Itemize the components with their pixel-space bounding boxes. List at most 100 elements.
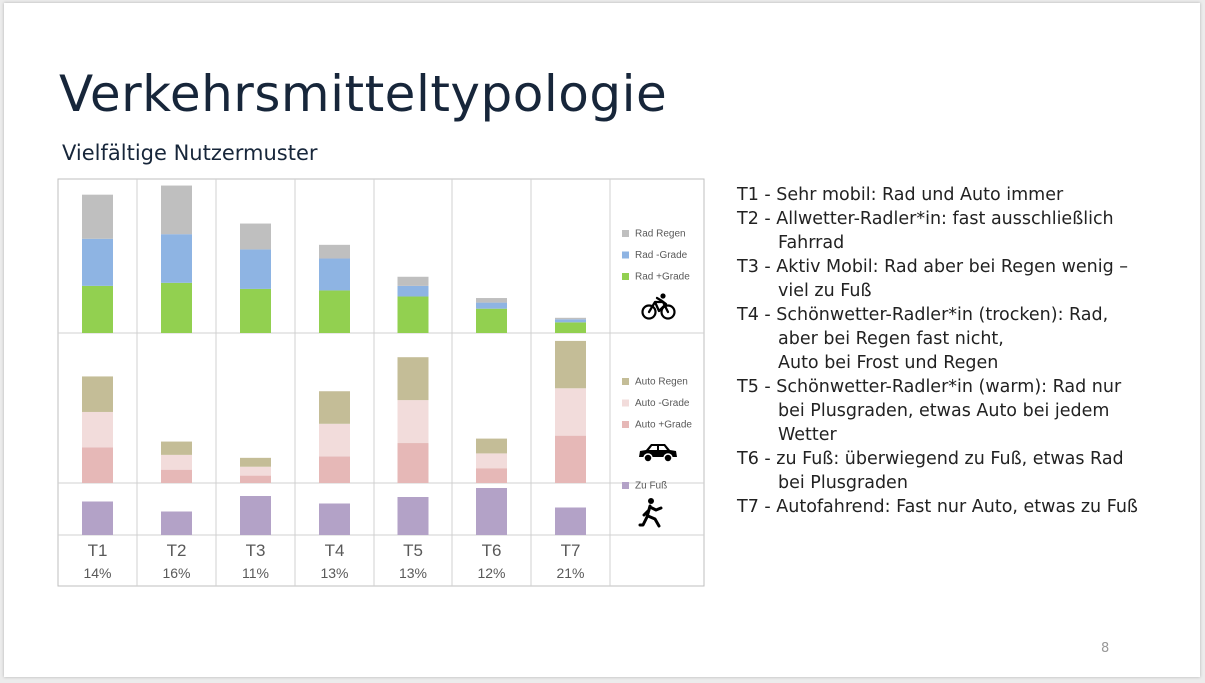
bar-T1-Auto-Grade (82, 411, 113, 448)
type-description-line: T7 - Autofahrend: Fast nur Auto, etwas z… (737, 497, 1138, 517)
type-description-3: T3 - Aktiv Mobil: Rad aber bei Regen wen… (737, 255, 1197, 303)
chart-grid (57, 178, 705, 587)
type-description-6: T6 - zu Fuß: überwiegend zu Fuß, etwas R… (737, 447, 1197, 495)
bar-T7-Rad-Regen (555, 317, 586, 320)
category-label: T1 (88, 541, 108, 560)
bar-T6-Rad-Regen (476, 298, 507, 303)
category-label: T7 (561, 541, 581, 560)
bar-T2-Auto-Grade (161, 469, 192, 483)
type-description-line: bei Plusgraden, etwas Auto bei jedem (778, 401, 1110, 421)
walking-icon (638, 498, 663, 528)
legend-label: Auto +Grade (635, 420, 692, 431)
chart-icons (638, 293, 677, 528)
category-share: 12% (477, 565, 505, 581)
bar-T3-Auto-Grade (240, 475, 271, 483)
legend-label: Auto -Grade (635, 398, 690, 409)
type-description-2: T2 - Allwetter-Radler*in: fast ausschlie… (737, 207, 1197, 255)
bar-T6-Rad-Grade (476, 308, 507, 333)
type-description-line: T2 - Allwetter-Radler*in: fast ausschlie… (737, 209, 1114, 229)
bar-T1-Auto-Regen (82, 376, 113, 412)
category-share: 11% (242, 565, 269, 581)
bar-T4-Auto-Regen (319, 391, 350, 424)
legend-label: Auto Regen (635, 377, 688, 388)
bar-T3-Rad-Grade (240, 288, 271, 333)
type-description-5: T5 - Schönwetter-Radler*in (warm): Rad n… (737, 375, 1197, 447)
bar-T2-Rad-Regen (161, 185, 192, 235)
category-label: T3 (246, 541, 266, 560)
bar-T4-Auto-Grade (319, 423, 350, 457)
legend-label: Zu Fuß (635, 481, 667, 492)
slide-title: Verkehrsmitteltypologie (59, 65, 668, 123)
type-description-1: T1 - Sehr mobil: Rad und Auto immer (737, 183, 1197, 207)
type-description-line: Wetter (778, 425, 837, 445)
bar-T6-Zu-Fu- (476, 488, 507, 535)
legend-swatch (622, 273, 629, 280)
chart-labels: T1 14% T2 16% T3 11% T4 13% T5 13% T6 12% T7 21% (83, 541, 584, 581)
type-description-line: aber bei Regen fast nicht, (778, 329, 1004, 349)
category-label: T5 (403, 541, 423, 560)
bar-T2-Rad-Grade (161, 234, 192, 283)
legend-swatch (622, 421, 629, 428)
chart-bars (82, 185, 586, 535)
legend-swatch (622, 230, 629, 237)
legend-swatch (622, 378, 629, 385)
category-label: T6 (482, 541, 502, 560)
type-descriptions: T1 - Sehr mobil: Rad und Auto immer T2 - … (737, 183, 1197, 519)
car-icon (639, 444, 677, 463)
legend-swatch (622, 399, 629, 407)
type-description-line: bei Plusgraden (778, 473, 908, 493)
bar-T4-Rad-Grade (319, 290, 350, 333)
bar-T7-Auto-Regen (555, 340, 586, 389)
bar-T7-Rad-Grade (555, 322, 586, 333)
bar-T5-Zu-Fu- (397, 497, 429, 535)
legend-label: Rad Regen (635, 229, 686, 240)
legend-swatch (622, 251, 629, 259)
slide: Verkehrsmitteltypologie Vielfältige Nutz… (4, 3, 1200, 677)
bar-T3-Rad-Regen (240, 223, 271, 250)
bar-T7-Rad-Grade (555, 319, 586, 323)
category-share: 21% (556, 565, 584, 581)
page-number: 8 (1101, 641, 1110, 656)
bar-T2-Zu-Fu- (161, 511, 192, 535)
bar-T7-Zu-Fu- (555, 507, 586, 535)
type-description-line: T4 - Schönwetter-Radler*in (trocken): Ra… (737, 305, 1109, 325)
category-label: T2 (167, 541, 187, 560)
bar-T1-Rad-Grade (82, 285, 113, 333)
bicycle-icon (641, 293, 676, 320)
bar-T5-Rad-Grade (397, 285, 429, 297)
bar-T5-Rad-Regen (397, 276, 429, 286)
bar-T1-Rad-Regen (82, 194, 113, 239)
bar-T1-Zu-Fu- (82, 501, 113, 535)
bar-T3-Auto-Regen (240, 457, 271, 467)
bar-T2-Rad-Grade (161, 282, 192, 333)
bar-T2-Auto-Regen (161, 441, 192, 455)
bar-T6-Auto-Regen (476, 438, 507, 454)
bar-T5-Rad-Grade (397, 296, 429, 333)
type-description-7: T7 - Autofahrend: Fast nur Auto, etwas z… (737, 495, 1197, 519)
typology-chart: Rad Regen Rad -Grade Rad +Grade Auto Regen A… (57, 178, 705, 587)
bar-T4-Zu-Fu- (319, 503, 350, 535)
bar-T6-Rad-Grade (476, 302, 507, 309)
bar-T5-Auto-Grade (397, 443, 429, 483)
category-share: 13% (320, 565, 348, 581)
bar-T5-Auto-Regen (397, 357, 429, 401)
legend-swatch (622, 482, 629, 489)
type-description-line: T3 - Aktiv Mobil: Rad aber bei Regen wen… (737, 257, 1129, 277)
type-description-line: T5 - Schönwetter-Radler*in (warm): Rad n… (737, 377, 1122, 397)
category-share: 13% (399, 565, 427, 581)
bar-T2-Auto-Grade (161, 454, 192, 470)
bar-T4-Rad-Grade (319, 258, 350, 291)
bar-T5-Auto-Grade (397, 400, 429, 444)
chart-legends: Rad Regen Rad -Grade Rad +Grade Auto Regen A… (622, 229, 692, 492)
bar-T1-Auto-Grade (82, 447, 113, 483)
category-share: 16% (162, 565, 190, 581)
bar-T7-Auto-Grade (555, 388, 586, 436)
bar-T4-Rad-Regen (319, 244, 350, 259)
type-description-line: T6 - zu Fuß: überwiegend zu Fuß, etwas R… (737, 449, 1124, 469)
type-description-line: T1 - Sehr mobil: Rad und Auto immer (737, 185, 1064, 205)
bar-T6-Auto-Grade (476, 453, 507, 469)
bar-T3-Auto-Grade (240, 466, 271, 476)
category-label: T4 (325, 541, 345, 560)
bar-T7-Auto-Grade (555, 435, 586, 483)
category-share: 14% (83, 565, 111, 581)
